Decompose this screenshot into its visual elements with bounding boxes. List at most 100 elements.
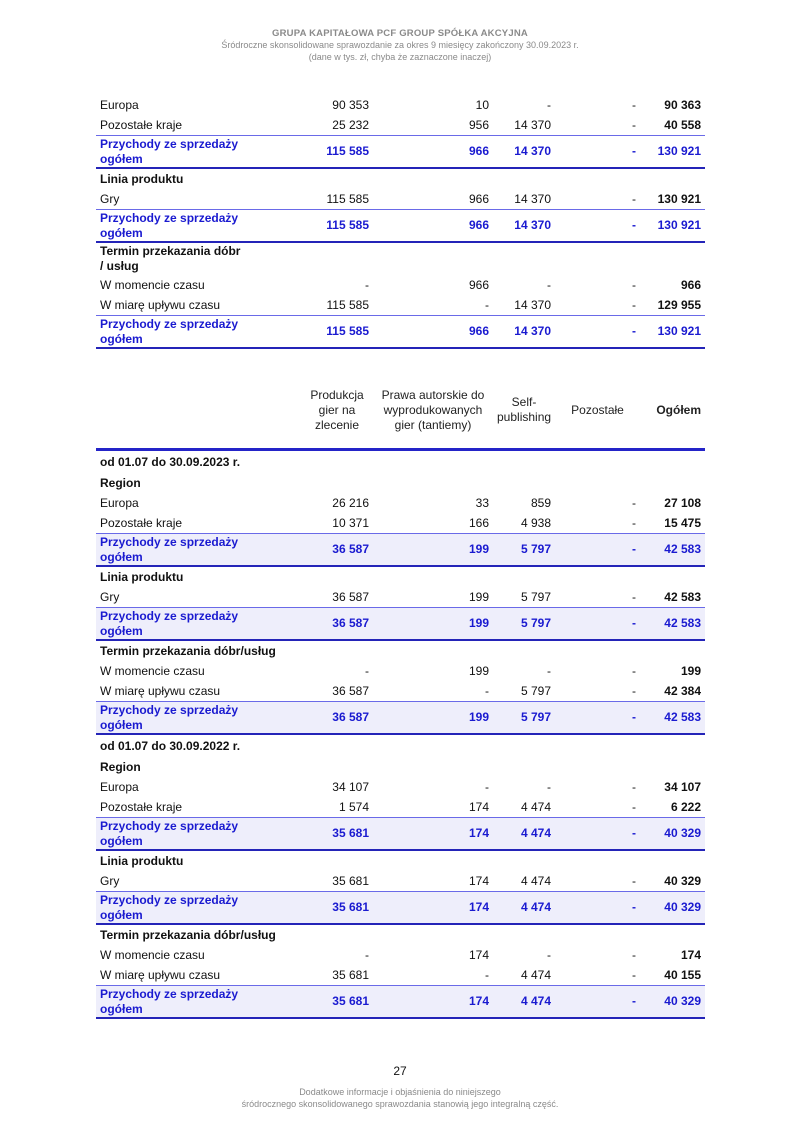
cell-value: - — [485, 967, 489, 982]
cell-value: 174 — [373, 891, 493, 925]
cell-value — [640, 566, 705, 587]
cell-value: 956 — [468, 117, 489, 132]
cell-value: 115 585 — [326, 191, 370, 206]
cell-value: 25 232 — [332, 117, 369, 132]
cell-value — [493, 473, 555, 493]
cell-value: - — [547, 947, 551, 962]
row-label: W miarę upływu czasu — [100, 297, 221, 312]
company-name: GRUPA KAPITAŁOWA PCF GROUP SPÓŁKA AKCYJN… — [272, 28, 528, 39]
cell-value: - — [632, 117, 636, 132]
total-row: Przychody ze sprzedaży ogółem 115 585 966 1… — [96, 315, 705, 349]
cell-value: 35 681 — [332, 967, 369, 982]
cell-value — [493, 757, 555, 777]
cell-value: 10 — [475, 97, 489, 112]
cell-value — [640, 473, 705, 493]
section-row: Region — [96, 757, 705, 777]
section-row: Region — [96, 473, 705, 493]
cell-value — [493, 566, 555, 587]
cell-value: 966 — [373, 135, 493, 169]
cell-value: 36 587 — [301, 607, 373, 641]
cell-value: - — [555, 891, 640, 925]
cell-value: 34 107 — [664, 779, 701, 794]
cell-value — [373, 168, 493, 189]
row-label: Przychody ze sprzedaży ogółem — [96, 891, 301, 925]
cell-value: 199 — [680, 663, 701, 678]
cell-value: 199 — [468, 663, 489, 678]
page-number: 27 — [393, 1064, 407, 1078]
cell-value: 36 587 — [332, 589, 369, 604]
cell-value — [301, 640, 373, 661]
cell-value: 4 474 — [520, 799, 551, 814]
cell-value — [640, 757, 705, 777]
section-row: od 01.07 do 30.09.2023 r. — [96, 450, 705, 474]
cell-value — [373, 450, 493, 474]
cell-value: - — [632, 495, 636, 510]
cell-value — [301, 242, 373, 275]
cell-value: - — [555, 135, 640, 169]
cell-value: 42 583 — [640, 607, 705, 641]
cell-value — [373, 640, 493, 661]
cell-value: 4 474 — [493, 985, 555, 1019]
footer-note-2: śródrocznego skonsolidowanego sprawozdan… — [241, 1099, 559, 1109]
cell-value: - — [555, 315, 640, 349]
table-row: Europa 26 216 33 859 - 27 108 — [96, 493, 705, 513]
row-label: od 01.07 do 30.09.2023 r. — [100, 454, 241, 469]
cell-value — [301, 850, 373, 871]
table-row: Gry 115 585 966 14 370 - 130 921 — [96, 189, 705, 210]
table-row: W miarę upływu czasu 36 587 - 5 797 - 42 384 — [96, 681, 705, 702]
cell-value: 6 222 — [670, 799, 701, 814]
cell-value: 130 921 — [640, 315, 705, 349]
cell-value — [301, 757, 373, 777]
row-label: Przychody ze sprzedaży ogółem — [96, 315, 301, 349]
cell-value — [555, 242, 640, 275]
table-header-row: Produkcja gier na zlecenie Prawa autorsk… — [96, 372, 705, 451]
cell-value: 174 — [468, 873, 489, 888]
cell-value: 14 370 — [493, 209, 555, 243]
cell-value: 115 585 — [301, 209, 373, 243]
cell-value — [555, 473, 640, 493]
row-label: Region — [100, 475, 141, 490]
total-row: Przychody ze sprzedaży ogółem 35 681 174 4 … — [96, 891, 705, 925]
cell-value: - — [485, 779, 489, 794]
row-label: Przychody ze sprzedaży ogółem — [96, 209, 301, 243]
cell-value: - — [632, 97, 636, 112]
cell-value: 174 — [468, 947, 489, 962]
cell-value — [301, 450, 373, 474]
cell-value: 130 921 — [640, 135, 705, 169]
cell-value — [493, 850, 555, 871]
cell-value: 42 583 — [640, 533, 705, 567]
cell-value — [493, 734, 555, 757]
cell-value: - — [632, 779, 636, 794]
cell-value: 174 — [468, 799, 489, 814]
row-label: Przychody ze sprzedaży ogółem — [96, 817, 301, 851]
cell-value: - — [632, 277, 636, 292]
cell-value: 966 — [373, 315, 493, 349]
table-row: Pozostałe kraje 1 574 174 4 474 - 6 222 — [96, 797, 705, 818]
cell-value: 966 — [468, 277, 489, 292]
cell-value: 40 558 — [664, 117, 701, 132]
row-label: Region — [100, 759, 141, 774]
cell-value: 33 — [475, 495, 489, 510]
cell-value — [640, 450, 705, 474]
row-label: Pozostałe kraje — [100, 117, 183, 132]
cell-value — [373, 242, 493, 275]
cell-value: - — [485, 297, 489, 312]
cell-value: - — [555, 607, 640, 641]
cell-value: - — [632, 683, 636, 698]
cell-value — [493, 242, 555, 275]
cell-value — [640, 640, 705, 661]
table-row: W miarę upływu czasu 115 585 - 14 370 - 129 9… — [96, 295, 705, 316]
cell-value: 36 587 — [332, 683, 369, 698]
cell-value: - — [365, 277, 369, 292]
cell-value — [640, 924, 705, 945]
cell-value: 115 585 — [301, 315, 373, 349]
cell-value: - — [632, 873, 636, 888]
row-label: W momencie czasu — [100, 947, 205, 962]
row-label: Gry — [100, 589, 120, 604]
cell-value: 27 108 — [664, 495, 701, 510]
units-note: (dane w tys. zł, chyba że zaznaczone ina… — [308, 52, 492, 62]
cell-value — [373, 734, 493, 757]
revenue-table-9m: Europa 90 353 10 - - 90 363 Pozostałe kraje 25 … — [96, 95, 705, 349]
cell-value — [555, 640, 640, 661]
section-row: Linia produktu — [96, 850, 705, 871]
